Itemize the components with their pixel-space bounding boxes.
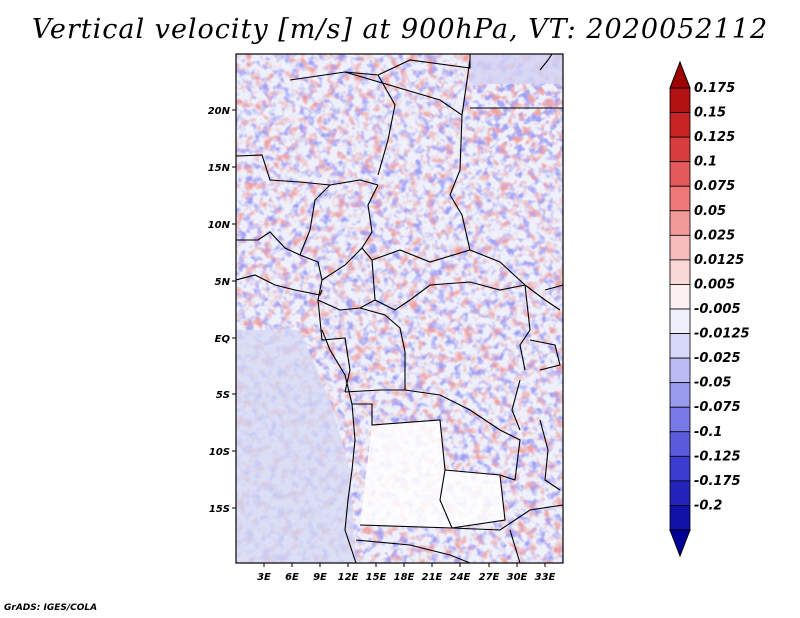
colorbar-label: -0.025 — [694, 351, 741, 366]
colorbar-label: 0.175 — [694, 81, 735, 96]
colorbar-label: 0.005 — [694, 277, 735, 292]
lon-label: 21E — [422, 572, 443, 583]
colorbar-label: -0.075 — [694, 400, 741, 415]
colorbar-swatch — [669, 259, 691, 285]
colorbar-swatch — [669, 505, 691, 531]
grads-credit: GrADS: IGES/COLA — [4, 603, 98, 613]
colorbar-swatch — [669, 185, 691, 212]
lon-label: 3E — [257, 572, 271, 583]
lon-label: 18E — [394, 572, 415, 583]
latitude-axis: 20N 15N 10N 5N EQ 5S 10S 15S — [208, 106, 236, 515]
colorbar-label: -0.0125 — [694, 327, 750, 342]
lon-label: 27E — [479, 572, 500, 583]
colorbar-swatch — [669, 161, 691, 187]
colorbar-swatch — [669, 455, 691, 482]
lat-label: 5N — [215, 277, 231, 288]
colorbar-swatch — [669, 284, 691, 310]
map-title: Vertical velocity [m/s] at 900hPa, VT: 2… — [31, 14, 769, 45]
colorbar-swatch — [669, 234, 691, 261]
colorbar-swatch — [669, 406, 691, 433]
colorbar-swatch — [669, 357, 691, 384]
colorbar-swatch — [669, 480, 691, 506]
lon-label: 33E — [535, 572, 556, 583]
lon-label: 12E — [338, 572, 359, 583]
lon-label: 6E — [285, 572, 299, 583]
colorbar-swatch — [669, 308, 691, 334]
lat-label: 15N — [208, 163, 231, 174]
colorbar-label: 0.125 — [694, 130, 735, 145]
colorbar-label: 0.0125 — [694, 253, 744, 268]
lon-label: 9E — [313, 572, 327, 583]
lon-label: 24E — [450, 572, 471, 583]
colorbar-bottom-arrow — [669, 529, 691, 558]
longitude-axis: 3E 6E 9E 12E 15E 18E 21E 24E 27E 30E 33E — [257, 563, 556, 583]
lon-label: 30E — [507, 572, 528, 583]
colorbar-label: 0.025 — [694, 228, 735, 243]
colorbar-label: 0.075 — [694, 179, 735, 194]
lat-label: 10N — [208, 220, 231, 231]
velocity-field — [236, 54, 563, 563]
country-borders — [236, 54, 563, 563]
colorbar-label: -0.125 — [694, 449, 741, 464]
colorbar-label: 0.05 — [694, 204, 726, 219]
colorbar-swatch — [669, 431, 691, 457]
colorbar-label: -0.005 — [694, 302, 741, 317]
colorbar-label: 0.1 — [694, 155, 717, 170]
colorbar-swatch — [669, 382, 691, 408]
colorbar-swatch — [669, 210, 691, 236]
colorbar-swatch — [669, 87, 691, 113]
lat-label: EQ — [215, 334, 231, 345]
lon-label: 15E — [366, 572, 387, 583]
lat-label: 15S — [209, 504, 230, 515]
plot-frame — [235, 53, 564, 564]
colorbar-label: 0.15 — [694, 106, 726, 121]
colorbar-swatch — [669, 333, 691, 359]
lat-label: 5S — [216, 390, 230, 401]
colorbar-label: -0.05 — [694, 376, 731, 391]
colorbar-swatch — [669, 136, 691, 163]
colorbar: 0.175 0.15 0.125 0.1 0.075 0.05 0.025 0.0125 0.0… — [669, 60, 750, 558]
colorbar-label: -0.2 — [694, 498, 722, 513]
colorbar-swatch — [669, 112, 691, 138]
colorbar-top-arrow — [669, 60, 691, 89]
colorbar-label: -0.1 — [694, 425, 722, 440]
colorbar-label: -0.175 — [694, 474, 741, 489]
lat-label: 20N — [208, 106, 231, 117]
lat-label: 10S — [209, 447, 230, 458]
